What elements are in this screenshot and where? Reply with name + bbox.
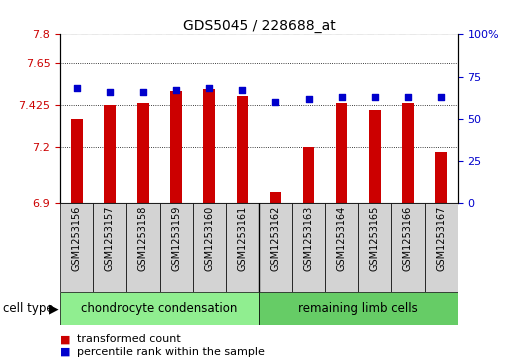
Text: GSM1253165: GSM1253165 bbox=[370, 206, 380, 271]
Point bbox=[404, 94, 412, 100]
Bar bbox=[192, 203, 226, 292]
Text: GSM1253162: GSM1253162 bbox=[270, 206, 280, 271]
Text: remaining limb cells: remaining limb cells bbox=[299, 302, 418, 315]
Bar bbox=[425, 203, 458, 292]
Point bbox=[205, 86, 213, 91]
Point bbox=[437, 94, 445, 100]
Bar bbox=[292, 203, 325, 292]
Text: GSM1253159: GSM1253159 bbox=[171, 206, 181, 271]
Text: GSM1253160: GSM1253160 bbox=[204, 206, 214, 271]
Text: transformed count: transformed count bbox=[77, 334, 180, 344]
Point bbox=[106, 89, 114, 95]
Text: GSM1253167: GSM1253167 bbox=[436, 206, 446, 271]
Bar bbox=[160, 203, 192, 292]
Bar bbox=[203, 89, 215, 203]
Text: GSM1253156: GSM1253156 bbox=[72, 206, 82, 271]
Point bbox=[271, 99, 280, 105]
Text: GSM1253158: GSM1253158 bbox=[138, 206, 148, 271]
Point bbox=[139, 89, 147, 95]
Point bbox=[238, 87, 246, 93]
Bar bbox=[325, 203, 358, 292]
Text: ▶: ▶ bbox=[49, 302, 58, 315]
Point bbox=[337, 94, 346, 100]
Point bbox=[172, 87, 180, 93]
Bar bbox=[435, 152, 447, 203]
Point bbox=[73, 86, 81, 91]
Bar bbox=[127, 203, 160, 292]
Bar bbox=[369, 110, 381, 203]
Text: GSM1253161: GSM1253161 bbox=[237, 206, 247, 271]
Text: GSM1253166: GSM1253166 bbox=[403, 206, 413, 271]
Bar bbox=[71, 119, 83, 203]
Text: GSM1253163: GSM1253163 bbox=[303, 206, 314, 271]
Bar bbox=[270, 192, 281, 203]
Bar bbox=[358, 203, 391, 292]
Text: ■: ■ bbox=[60, 334, 71, 344]
Text: GSM1253157: GSM1253157 bbox=[105, 206, 115, 272]
Text: percentile rank within the sample: percentile rank within the sample bbox=[77, 347, 265, 357]
Bar bbox=[226, 203, 259, 292]
Bar bbox=[93, 203, 127, 292]
Bar bbox=[391, 203, 425, 292]
Bar bbox=[303, 147, 314, 203]
Bar bbox=[60, 292, 259, 325]
Bar bbox=[336, 103, 347, 203]
Text: ■: ■ bbox=[60, 347, 71, 357]
Text: cell type: cell type bbox=[3, 302, 53, 315]
Bar bbox=[60, 203, 93, 292]
Bar bbox=[104, 105, 116, 203]
Text: chondrocyte condensation: chondrocyte condensation bbox=[82, 302, 237, 315]
Bar bbox=[170, 91, 182, 203]
Point bbox=[371, 94, 379, 100]
Title: GDS5045 / 228688_at: GDS5045 / 228688_at bbox=[183, 20, 335, 33]
Bar bbox=[236, 97, 248, 203]
Bar bbox=[137, 103, 149, 203]
Bar bbox=[402, 103, 414, 203]
Point bbox=[304, 96, 313, 102]
Bar bbox=[259, 292, 458, 325]
Bar bbox=[259, 203, 292, 292]
Text: GSM1253164: GSM1253164 bbox=[337, 206, 347, 271]
